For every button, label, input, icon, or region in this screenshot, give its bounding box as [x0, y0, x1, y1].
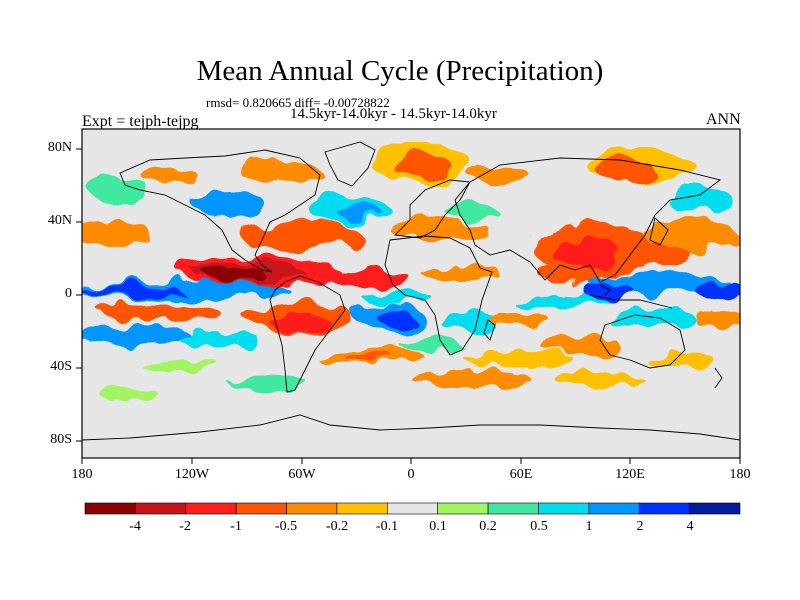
lat-label-0: 0	[65, 286, 72, 301]
colorbar-label: 4	[686, 519, 694, 534]
colorbar-label: 0.5	[530, 519, 548, 534]
colorbar-label: -2	[179, 519, 191, 534]
lon-label-120w: 120W	[174, 467, 210, 482]
colorbar-box	[84, 502, 136, 515]
colorbar-label: 0.2	[479, 519, 497, 534]
lat-label-40n: 40N	[47, 213, 72, 228]
lat-label-80n: 80N	[47, 140, 72, 155]
lon-label-60e: 60E	[509, 467, 533, 482]
colorbar-box	[437, 502, 489, 515]
colorbar-box	[638, 502, 690, 515]
colorbar-box	[387, 502, 438, 515]
colorbar-label: -0.1	[375, 519, 399, 534]
colorbar-box	[235, 502, 287, 515]
axis-ticks	[76, 148, 741, 464]
plot-title: Mean Annual Cycle (Precipitation)	[196, 55, 604, 87]
colorbar-label: 1	[585, 519, 593, 534]
colorbar	[84, 502, 741, 515]
colorbar-box	[286, 502, 338, 515]
colorbar-label: -4	[129, 519, 141, 534]
season-label: ANN	[706, 111, 741, 128]
lon-label-60w: 60W	[288, 467, 316, 482]
colorbar-box	[185, 502, 237, 515]
colorbar-box	[135, 502, 187, 515]
colorbar-label: 2	[636, 519, 644, 534]
colorbar-label: -1	[230, 519, 242, 534]
colorbar-box	[538, 502, 590, 515]
lat-label-40s: 40S	[50, 359, 72, 374]
colorbar-box	[689, 502, 741, 515]
lon-label-180e: 180	[729, 467, 751, 482]
colorbar-box	[336, 502, 388, 515]
colorbar-label: -0.5	[274, 519, 298, 534]
precipitation-anomaly-field	[82, 142, 740, 401]
experiment-label: Expt = tejph-tejpg	[82, 113, 199, 130]
lat-label-80s: 80S	[50, 432, 72, 447]
colorbar-box	[588, 502, 640, 515]
case-label: 14.5kyr-14.0kyr - 14.5kyr-14.0kyr	[290, 106, 497, 122]
colorbar-label: -0.2	[325, 519, 349, 534]
colorbar-label: 0.1	[429, 519, 447, 534]
lon-label-0: 0	[407, 467, 415, 482]
coastlines	[82, 141, 740, 441]
colorbar-box	[487, 502, 539, 515]
lon-label-180w: 180	[71, 467, 93, 482]
rmsd-diff-stats: rmsd= 0.820665 diff= -0.00728822	[206, 95, 390, 110]
lon-label-120e: 120E	[615, 467, 645, 482]
